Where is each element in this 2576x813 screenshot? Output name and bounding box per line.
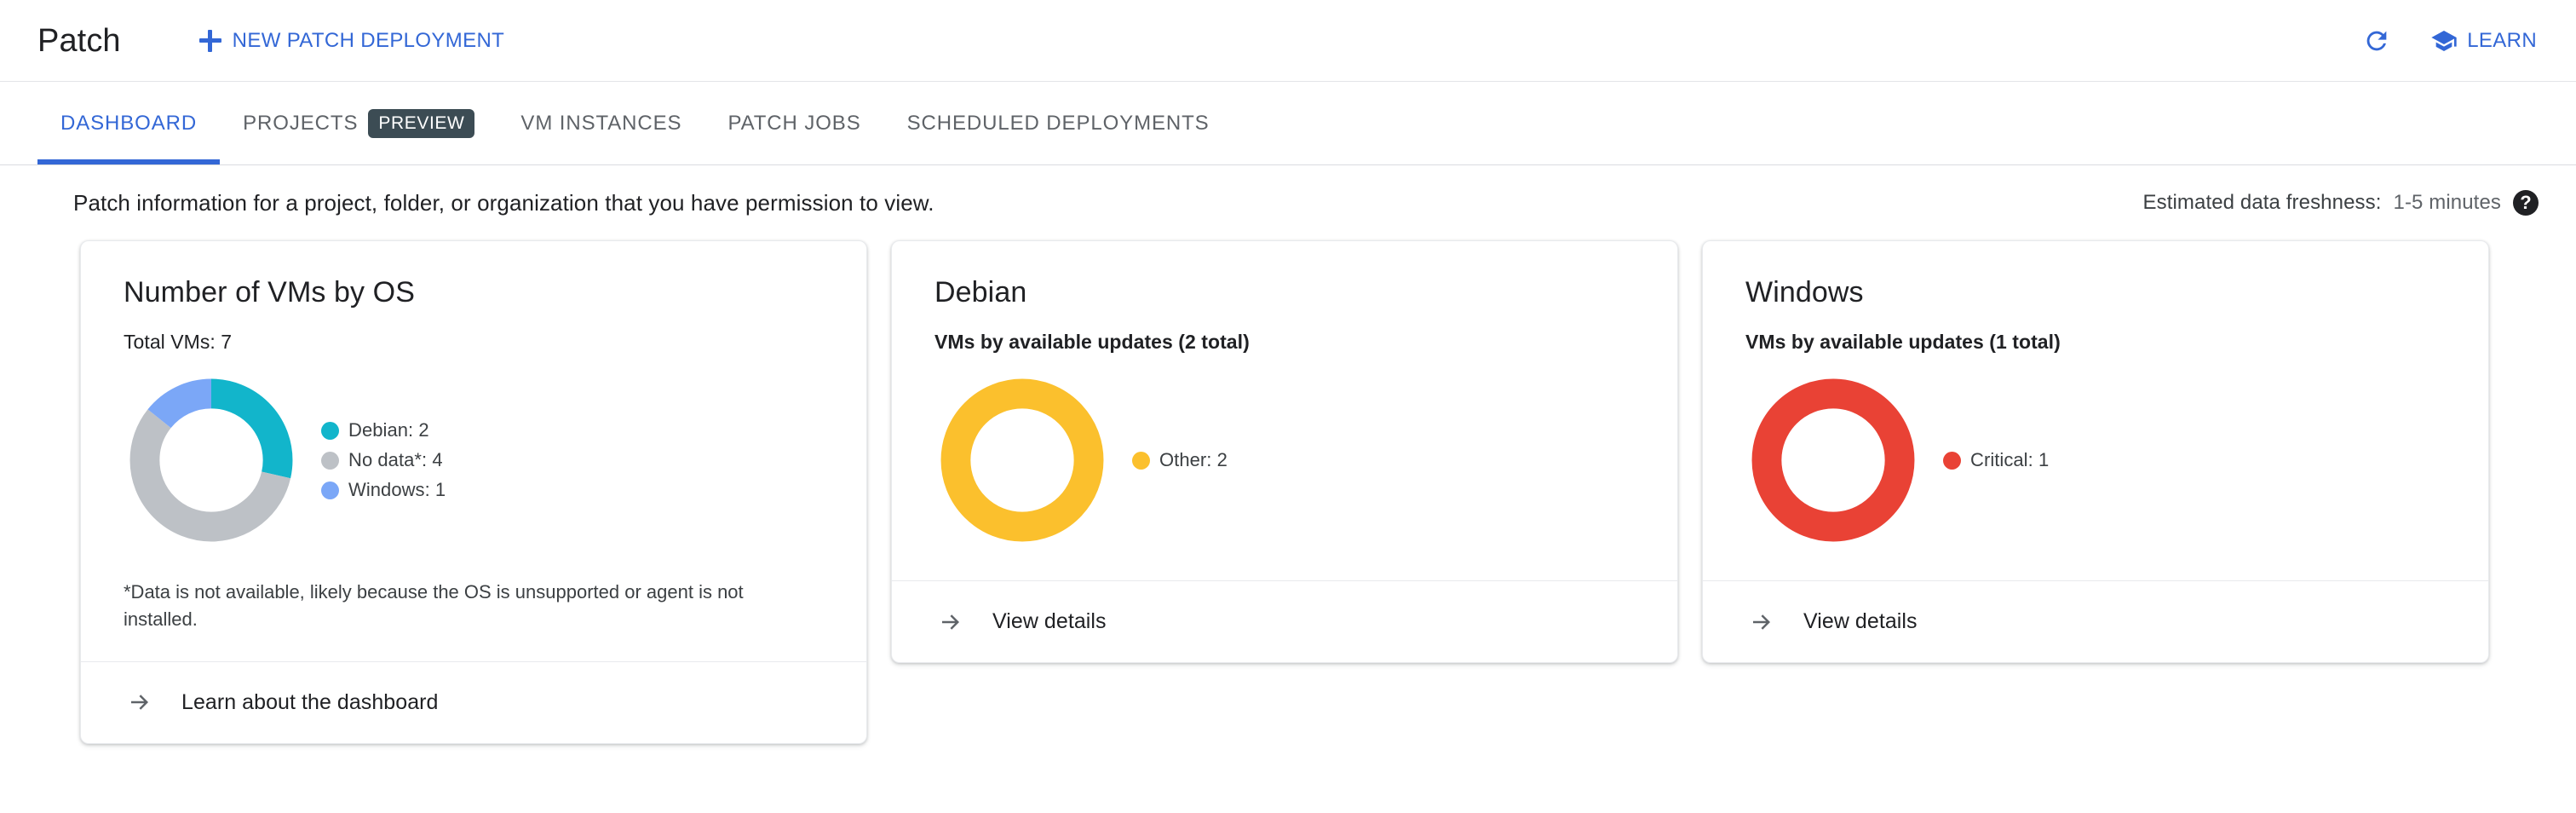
arrow-right-icon [131,695,148,711]
top-app-bar: Patch NEW PATCH DEPLOYMENT LEARN [0,0,2576,82]
legend-item: Windows: 1 [321,479,446,501]
card-windows-title: Windows [1745,276,1864,308]
legend-item: Debian: 2 [321,419,446,441]
chart-vms-by-os: Debian: 2 No data*: 4 Windows: 1 [124,372,824,548]
card-vms-by-os: Number of VMs by OS Total VMs: 7 Debian:… [80,240,867,744]
card-vms-by-os-footnote: *Data is not available, likely because t… [124,581,744,630]
legend-label-other: Other: 2 [1159,449,1228,471]
data-freshness: Estimated data freshness: 1-5 minutes ? [2143,190,2539,216]
learn-about-dashboard-link[interactable]: Learn about the dashboard [81,660,866,743]
card-debian-title: Debian [934,276,1027,308]
tab-dashboard[interactable]: DASHBOARD [37,82,221,164]
card-windows-subtitle: VMs by available updates (1 total) [1745,331,2061,354]
legend-swatch-no-data [321,451,339,470]
legend-label-critical: Critical: 1 [1970,449,2050,471]
tab-projects[interactable]: PROJECTS PREVIEW [220,82,497,164]
legend-debian: Other: 2 [1132,449,1228,471]
arrow-right-icon [942,614,959,630]
tab-scheduled-deployments[interactable]: SCHEDULED DEPLOYMENTS [884,82,1233,164]
legend-label-debian: Debian: 2 [348,419,429,441]
windows-view-details-link[interactable]: View details [1703,580,2488,662]
plus-icon [198,29,221,52]
legend-swatch-other [1132,451,1150,470]
tab-patch-jobs[interactable]: PATCH JOBS [704,82,883,164]
top-bar-actions: LEARN [2362,26,2537,55]
legend-swatch-critical [1943,451,1961,470]
data-freshness-label: Estimated data freshness: [2142,191,2382,214]
data-freshness-value: 1-5 minutes [2393,191,2501,214]
chart-windows: Critical: 1 [1745,372,2446,548]
donut-segment-windows [129,378,293,542]
tab-vm-instances[interactable]: VM INSTANCES [497,82,704,164]
new-patch-deployment-label: NEW PATCH DEPLOYMENT [232,28,505,52]
chart-debian: Other: 2 [934,372,1635,548]
legend-swatch-debian [321,421,339,440]
card-vms-by-os-title: Number of VMs by OS [124,276,415,308]
tab-bar: DASHBOARD PROJECTS PREVIEW VM INSTANCES … [0,82,2576,165]
graduation-cap-icon [2431,30,2457,51]
card-debian-body: Debian VMs by available updates (2 total… [892,241,1677,580]
donut-segment-critical [1751,378,1915,542]
tab-vm-instances-label: VM INSTANCES [520,111,682,135]
learn-label: LEARN [2467,28,2537,52]
refresh-button[interactable] [2362,26,2391,55]
legend-windows: Critical: 1 [1943,449,2049,471]
card-windows-body: Windows VMs by available updates (1 tota… [1703,241,2488,580]
learn-button[interactable]: LEARN [2430,27,2537,55]
donut-segment-no-data [129,378,293,542]
legend-swatch-windows [321,481,339,499]
donut-chart-vms-by-os [129,378,293,542]
help-icon[interactable]: ? [2513,190,2539,216]
donut-chart-windows [1751,378,1915,542]
card-debian: Debian VMs by available updates (2 total… [891,240,1678,664]
dashboard-cards: Number of VMs by OS Total VMs: 7 Debian:… [0,240,2576,744]
tab-patch-jobs-label: PATCH JOBS [727,111,861,135]
tab-dashboard-label: DASHBOARD [60,111,198,135]
arrow-right-icon [1753,614,1770,630]
dashboard-description: Patch information for a project, folder,… [73,189,934,216]
new-patch-deployment-button[interactable]: NEW PATCH DEPLOYMENT [193,20,511,61]
legend-label-no-data: No data*: 4 [348,449,443,471]
tab-scheduled-deployments-label: SCHEDULED DEPLOYMENTS [906,111,1210,135]
refresh-icon [2366,31,2387,50]
legend-item: No data*: 4 [321,449,446,471]
card-windows: Windows VMs by available updates (1 tota… [1702,240,2489,664]
debian-view-details-link[interactable]: View details [892,580,1677,662]
tab-projects-label: PROJECTS [243,111,359,135]
card-vms-by-os-body: Number of VMs by OS Total VMs: 7 Debian:… [81,241,866,661]
learn-about-dashboard-label: Learn about the dashboard [181,689,439,714]
legend-item: Critical: 1 [1943,449,2049,471]
donut-segment-other [940,378,1104,542]
preview-badge: PREVIEW [368,108,475,138]
page-title: Patch [37,22,121,59]
legend-item: Other: 2 [1132,449,1228,471]
donut-chart-debian [940,378,1104,542]
debian-view-details-label: View details [992,609,1107,634]
windows-view-details-label: View details [1803,609,1918,634]
legend-vms-by-os: Debian: 2 No data*: 4 Windows: 1 [321,419,446,501]
card-debian-subtitle: VMs by available updates (2 total) [934,331,1250,354]
info-row: Patch information for a project, folder,… [0,165,2576,240]
legend-label-windows: Windows: 1 [348,479,446,501]
card-vms-by-os-subtitle: Total VMs: 7 [124,331,233,354]
